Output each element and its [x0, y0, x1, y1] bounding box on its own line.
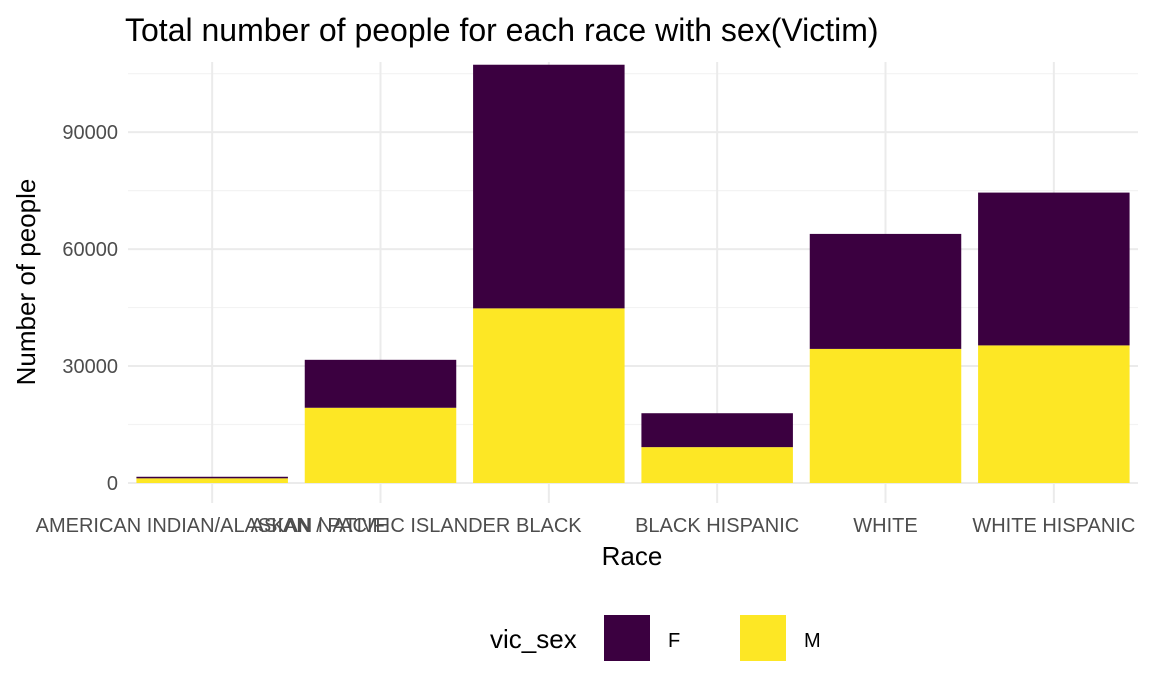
bars — [136, 64, 1130, 483]
x-tick-label: AMERICAN INDIAN/ALASKAN NATIVE — [36, 515, 389, 537]
bar-segment-f — [304, 359, 457, 408]
bar-segment-m — [641, 447, 793, 483]
x-tick-label: WHITE HISPANIC — [972, 515, 1135, 537]
legend-key-m — [740, 615, 786, 661]
y-tick-label: 0 — [107, 473, 118, 495]
bar-segment-f — [473, 64, 625, 309]
bar-segment-f — [809, 233, 962, 349]
y-axis-title: Number of people — [11, 179, 41, 386]
y-tick-label: 60000 — [62, 239, 118, 261]
chart-title: Total number of people for each race wit… — [125, 12, 879, 48]
legend: vic_sex F M — [490, 615, 821, 661]
x-axis-title: Race — [602, 541, 663, 571]
legend-label-f: F — [668, 630, 680, 652]
legend-title: vic_sex — [490, 624, 577, 654]
x-tick-label: BLACK — [516, 515, 582, 537]
y-tick-label: 30000 — [62, 356, 118, 378]
bar-segment-f — [978, 192, 1130, 346]
legend-label-m: M — [804, 630, 821, 652]
bar-segment-f — [641, 413, 793, 448]
bar-segment-m — [809, 348, 962, 483]
x-tick-label: WHITE — [853, 515, 917, 537]
y-axis-ticks: 0 30000 60000 90000 — [62, 122, 118, 495]
x-tick-label: ASIAN / PACIFIC ISLANDER — [251, 515, 511, 537]
bar-segment-m — [473, 308, 625, 483]
legend-key-f — [604, 615, 650, 661]
y-tick-label: 90000 — [62, 122, 118, 144]
bar-segment-m — [978, 345, 1130, 483]
bar-segment-f — [136, 476, 288, 479]
bar-segment-m — [304, 407, 457, 483]
x-tick-label: BLACK HISPANIC — [635, 515, 799, 537]
bar-segment-m — [136, 478, 288, 483]
